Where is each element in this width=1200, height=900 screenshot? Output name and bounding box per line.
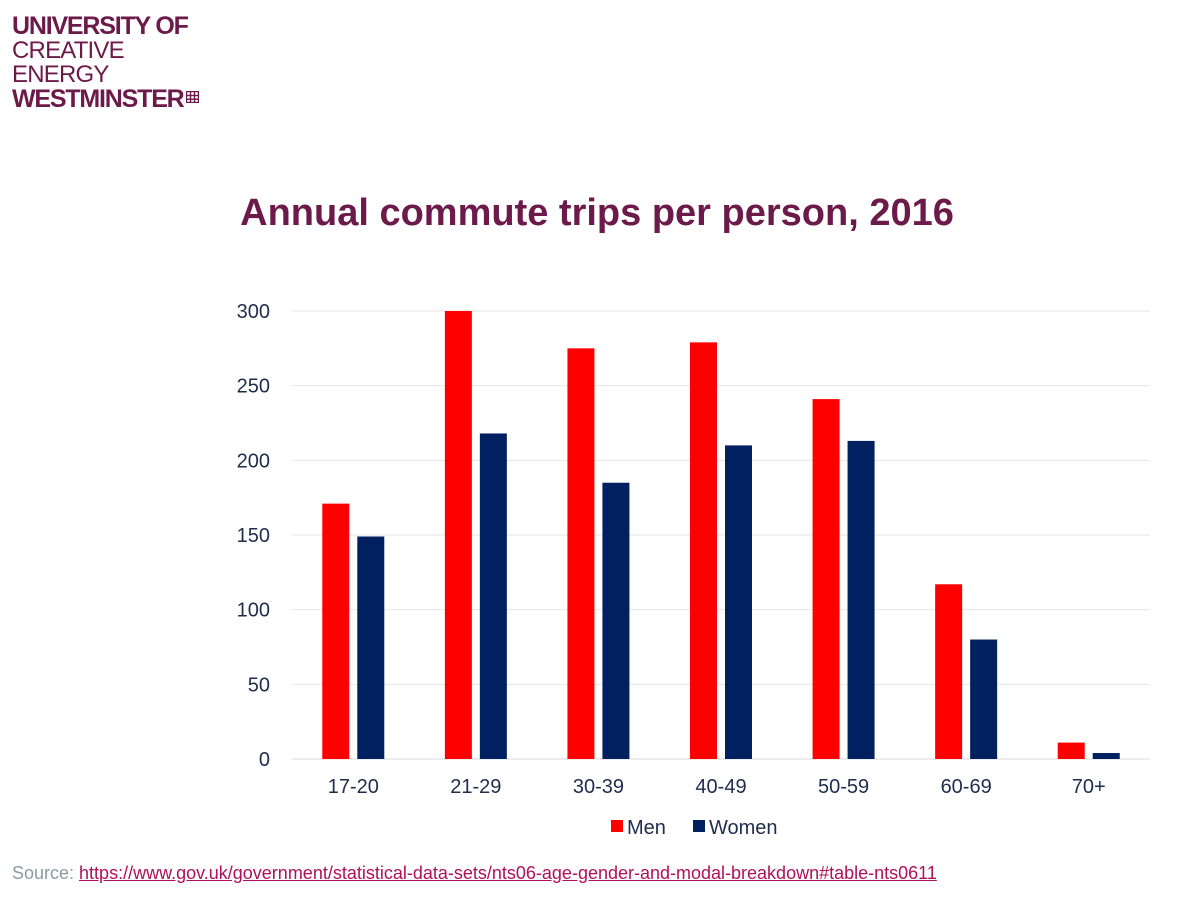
bar-men-60-69 — [935, 584, 963, 759]
legend-swatch-women — [693, 820, 705, 832]
logo-line-3: ENERGY — [12, 61, 109, 88]
x-tick-label: 30-39 — [573, 776, 624, 798]
source-label: Source: — [12, 863, 80, 883]
logo-line-4-wrap: WESTMINSTER — [12, 87, 199, 112]
bar-men-50-59 — [812, 399, 840, 759]
y-tick-label: 150 — [237, 525, 270, 547]
bar-men-40-49 — [690, 342, 717, 759]
bar-women-50-59 — [847, 440, 875, 759]
bar-women-60-69 — [970, 639, 998, 759]
bar-women-70+ — [1092, 753, 1120, 759]
x-tick-label: 50-59 — [818, 776, 869, 798]
gridlines — [292, 310, 1150, 760]
x-tick-label: 40-49 — [695, 776, 746, 798]
y-tick-label: 0 — [259, 749, 270, 771]
chart-title: Annual commute trips per person, 2016 — [240, 192, 954, 234]
legend-label-men: Men — [627, 817, 666, 839]
y-tick-label: 250 — [237, 376, 270, 398]
legend: Men Women — [611, 817, 778, 839]
bar-men-70+ — [1057, 742, 1085, 759]
source-note: Source: https://www.gov.uk/government/st… — [12, 863, 937, 884]
bar-men-30-39 — [567, 348, 595, 759]
logo-line-1: UNIVERSITY OF — [12, 12, 189, 40]
portcullis-icon — [185, 91, 199, 103]
bars — [322, 311, 1120, 759]
logo-line-4: WESTMINSTER — [12, 85, 185, 113]
x-tick-label: 17-20 — [328, 776, 379, 798]
bar-women-21-29 — [479, 433, 507, 759]
bar-women-40-49 — [725, 445, 752, 759]
bar-women-30-39 — [602, 482, 630, 759]
legend-swatch-men — [611, 820, 623, 832]
legend-label-women: Women — [709, 817, 778, 839]
y-tick-label: 200 — [237, 450, 270, 472]
bar-men-17-20 — [322, 503, 350, 759]
university-logo: UNIVERSITY OF CREATIVE ENERGY WESTMINSTE… — [12, 14, 199, 112]
y-tick-label: 100 — [237, 600, 270, 622]
x-tick-label: 21-29 — [450, 776, 501, 798]
x-axis: 17-20 21-29 30-39 40-49 50-59 60-69 70+ — [328, 776, 1106, 798]
bar-women-17-20 — [357, 536, 385, 759]
bar-chart: 0 50 100 150 200 250 300 17-20 21-29 30-39 40-49 5… — [237, 301, 1150, 839]
x-tick-label: 70+ — [1072, 776, 1106, 798]
logo-line-2: CREATIVE — [12, 37, 125, 64]
bar-men-21-29 — [444, 311, 472, 759]
x-tick-label: 60-69 — [941, 776, 992, 798]
y-axis: 0 50 100 150 200 250 300 — [237, 301, 270, 771]
source-link[interactable]: https://www.gov.uk/government/statistica… — [79, 863, 937, 883]
chart-title-wrap: Annual commute trips per person, 2016 — [0, 192, 1200, 235]
y-tick-label: 300 — [237, 301, 270, 323]
y-tick-label: 50 — [248, 674, 270, 696]
